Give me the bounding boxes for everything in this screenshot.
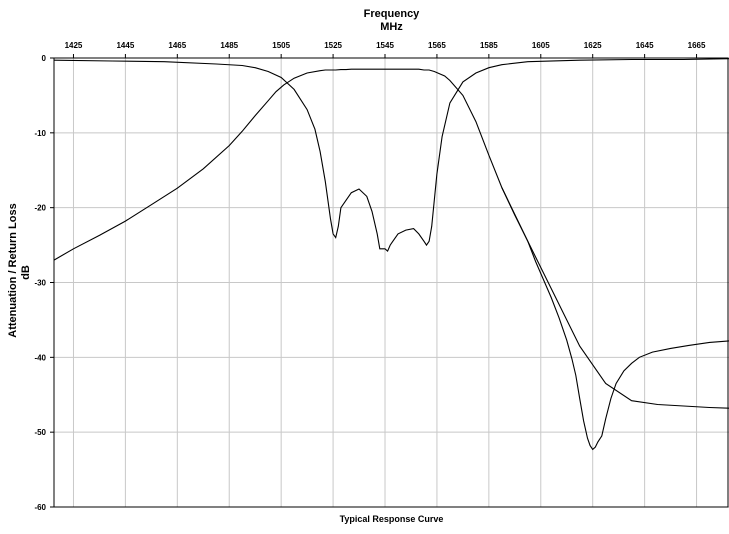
y-tick-label: -30 <box>34 279 46 288</box>
grid <box>54 57 729 508</box>
x-tick-label: 1565 <box>428 41 446 50</box>
y-tick-label: -20 <box>34 204 46 213</box>
series-line-2 <box>53 58 729 253</box>
y-tick-label: -60 <box>34 503 46 512</box>
x-axis-label: MHz <box>380 21 403 33</box>
x-tick-label: 1545 <box>376 41 394 50</box>
x-tick-label: 1605 <box>532 41 550 50</box>
x-tick-label: 1425 <box>65 41 83 50</box>
chart-title: Frequency <box>364 8 421 20</box>
y-tick-label: -50 <box>34 428 46 437</box>
y-tick-label: 0 <box>42 54 47 63</box>
series-lines <box>53 58 729 451</box>
y-tick-label: -40 <box>34 353 46 362</box>
x-tick-label: 1445 <box>116 41 134 50</box>
x-tick-label: 1645 <box>636 41 654 50</box>
chart-footer: Typical Response Curve <box>340 514 444 524</box>
x-tick-label: 1585 <box>480 41 498 50</box>
y-axis-label: Attenuation / Return Loss <box>7 203 19 337</box>
x-tick-label: 1465 <box>168 41 186 50</box>
x-tick-label: 1665 <box>688 41 706 50</box>
y-tick-labels: 0 -10 -20 -30 -40 -50 -60 <box>34 54 54 512</box>
y-tick-label: -10 <box>34 129 46 138</box>
x-tick-label: 1505 <box>272 41 290 50</box>
series-line-3 <box>501 187 729 451</box>
y-axis-unit: dB <box>20 265 32 280</box>
x-tick-label: 1525 <box>324 41 342 50</box>
x-tick-label: 1485 <box>220 41 238 50</box>
x-tick-label: 1625 <box>584 41 602 50</box>
x-tick-labels: 1425 1445 1465 1485 1505 1525 1545 1565 1585 1605… <box>65 41 706 58</box>
